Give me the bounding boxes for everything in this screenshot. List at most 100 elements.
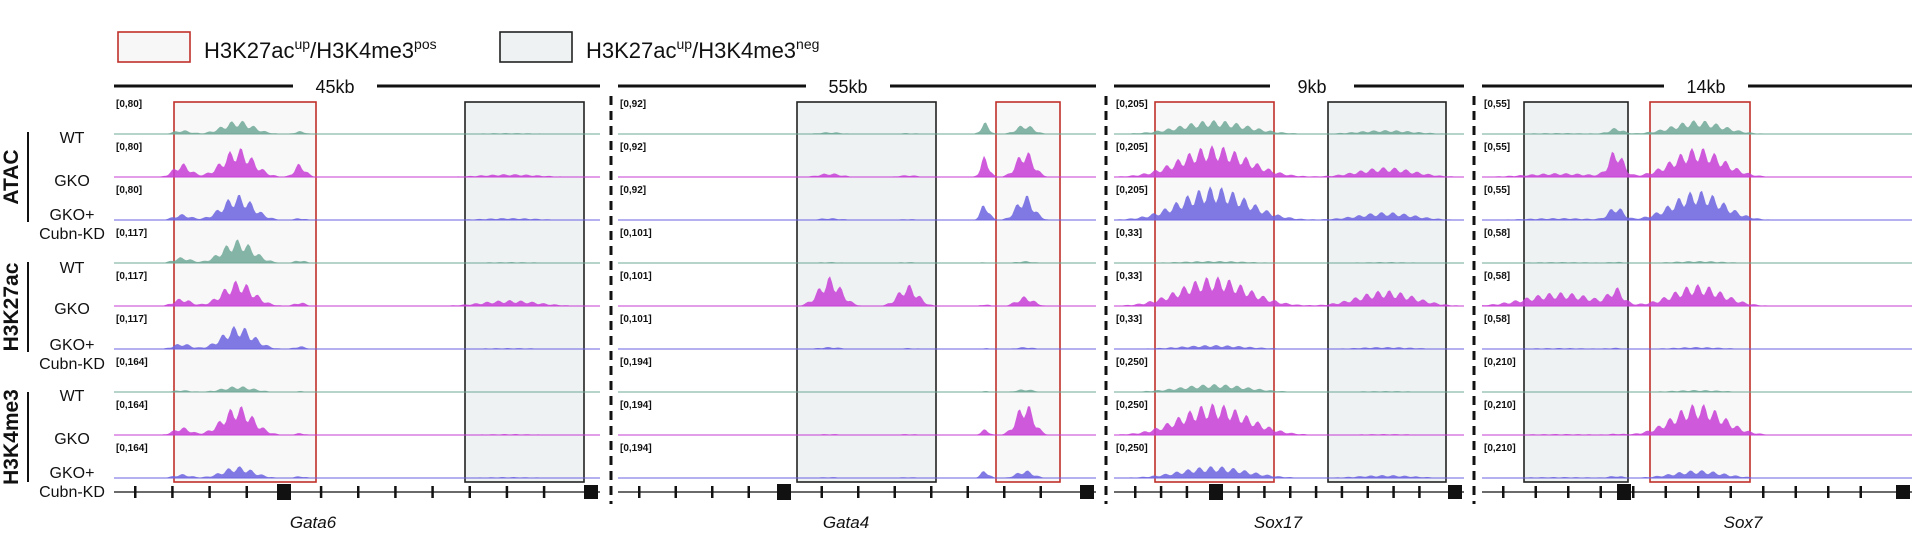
- track-range-label: [0,80]: [116, 99, 142, 110]
- highlight-box-neg: [1327, 101, 1447, 483]
- track-range-label: [0,250]: [1116, 443, 1148, 454]
- gene-exon: [357, 486, 360, 498]
- highlight-box-neg: [464, 101, 585, 483]
- track-range-label: [0,58]: [1484, 228, 1510, 239]
- track-range-label: [0,210]: [1484, 357, 1516, 368]
- sample-label-wt: WT: [60, 388, 85, 405]
- gene-exon: [1448, 485, 1462, 499]
- scale-label: 14kb: [1686, 77, 1725, 97]
- gene-exon: [542, 486, 546, 498]
- track-range-label: [0,164]: [116, 443, 148, 454]
- track-range-label: [0,194]: [620, 400, 652, 411]
- legend-neg-sup2: neg: [796, 36, 819, 52]
- signal-track: [114, 194, 600, 220]
- sample-label-kd-1: GKO+: [50, 207, 95, 224]
- signal-track: [1114, 145, 1464, 177]
- track-range-label: [0,210]: [1484, 400, 1516, 411]
- gene-exon: [1418, 486, 1421, 498]
- legend-neg-sup1: up: [677, 36, 693, 52]
- gene-exon: [1289, 486, 1292, 498]
- track-range-label: [0,55]: [1484, 142, 1510, 153]
- sample-label-kd-1: GKO+: [50, 465, 95, 482]
- sample-label-kd-2: Cubn-KD: [39, 356, 105, 373]
- track-range-label: [0,164]: [116, 357, 148, 368]
- track-range-label: [0,117]: [116, 271, 147, 282]
- signal-track: [1114, 345, 1464, 349]
- track-range-label: [0,164]: [116, 400, 148, 411]
- signal-track: [1482, 284, 1912, 306]
- gene-exon: [893, 486, 896, 498]
- gene-exon: [1664, 486, 1667, 498]
- gene-exon: [1502, 486, 1505, 498]
- gene-exon: [930, 486, 933, 498]
- signal-track: [1114, 384, 1464, 392]
- signal-track: [1482, 190, 1912, 220]
- group-label-h3k4me3: H3K4me3: [0, 389, 23, 485]
- signal-track: [114, 406, 600, 435]
- gene-exon: [1185, 486, 1189, 498]
- signal-track: [1482, 404, 1912, 435]
- track-range-label: [0,80]: [116, 185, 142, 196]
- sample-label-gko: GKO: [54, 301, 90, 318]
- gene-exon: [1039, 486, 1042, 498]
- gene-exon: [208, 486, 211, 498]
- signal-track: [1114, 276, 1464, 306]
- track-range-label: [0,33]: [1116, 271, 1142, 282]
- gene-exon: [1617, 484, 1631, 500]
- locus-panels: 45kb [0,80] [0,80] [0,80] [0,117] [0,117] [0,1…: [114, 77, 1912, 500]
- gene-exon: [245, 486, 248, 498]
- gene-exon: [1762, 486, 1765, 498]
- gene-exon: [394, 486, 397, 498]
- sample-label-wt: WT: [60, 260, 85, 277]
- signal-track: [1114, 186, 1464, 220]
- gene-exon: [1340, 486, 1344, 498]
- gene-exon: [747, 486, 750, 498]
- track-range-label: [0,205]: [1116, 185, 1148, 196]
- track-range-label: [0,92]: [620, 142, 646, 153]
- signal-track: [1114, 403, 1464, 435]
- gene-exon: [1794, 486, 1797, 498]
- scale-label: 9kb: [1297, 77, 1326, 97]
- track-range-label: [0,250]: [1116, 400, 1148, 411]
- legend-neg-mid: /H3K4me3: [692, 38, 796, 63]
- signal-track: [1482, 347, 1912, 349]
- signal-track: [114, 120, 600, 134]
- gene-labels: Gata6 Gata4 Sox17 Sox7: [290, 513, 1763, 532]
- gene-exon: [674, 486, 677, 498]
- signal-track: [114, 239, 600, 263]
- gene-exon: [1567, 486, 1570, 498]
- gene-exon: [1003, 486, 1006, 498]
- legend: H3K27acup/H3K4me3pos H3K27acup/H3K4me3ne…: [117, 31, 819, 63]
- track-range-label: [0,101]: [620, 271, 652, 282]
- gene-exon: [1366, 486, 1369, 498]
- gene-exon: [1859, 486, 1862, 498]
- track-range-label: [0,92]: [620, 185, 646, 196]
- track-range-label: [0,194]: [620, 357, 652, 368]
- gene-label-sox7: Sox7: [1724, 513, 1763, 532]
- gene-exon: [1827, 486, 1830, 498]
- track-range-label: [0,101]: [620, 314, 652, 325]
- gene-exon: [711, 486, 714, 498]
- gene-exon: [777, 484, 791, 500]
- track-range-label: [0,205]: [1116, 142, 1148, 153]
- gene-exon: [1263, 486, 1266, 498]
- scale-label: 45kb: [315, 77, 354, 97]
- track-range-label: [0,33]: [1116, 228, 1142, 239]
- gene-exon: [820, 486, 823, 498]
- gene-label-sox17: Sox17: [1254, 513, 1303, 532]
- signal-track: [114, 466, 600, 478]
- gene-exon: [1080, 485, 1094, 499]
- signal-track: [1114, 120, 1464, 134]
- signal-track: [1114, 466, 1464, 478]
- track-range-label: [0,250]: [1116, 357, 1148, 368]
- legend-swatch-neg: [499, 31, 573, 63]
- gene-exon: [1599, 486, 1602, 498]
- gene-exon: [1159, 486, 1163, 498]
- track-range-label: [0,80]: [116, 142, 142, 153]
- track-range-label: [0,92]: [620, 99, 646, 110]
- sample-label-gko: GKO: [54, 173, 90, 190]
- sample-label-kd-2: Cubn-KD: [39, 484, 105, 501]
- locus-separators: [609, 96, 1476, 504]
- track-range-label: [0,117]: [116, 314, 147, 325]
